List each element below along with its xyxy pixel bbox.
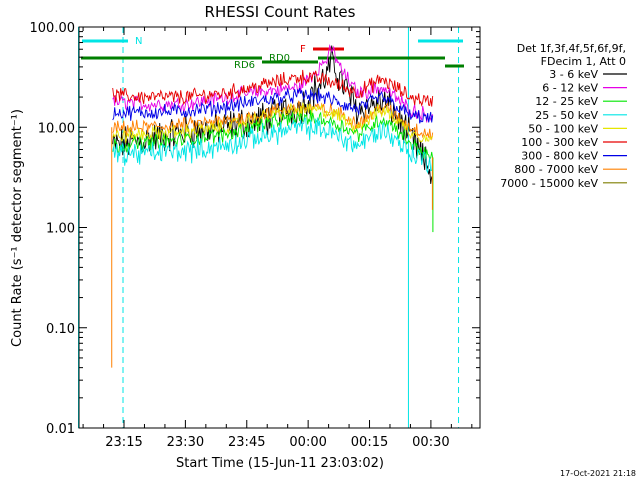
y-tick-label: 10.00 xyxy=(38,121,75,136)
series-line-50-100-kev xyxy=(112,102,434,143)
legend-entry-label: 50 - 100 keV xyxy=(528,122,598,135)
series-line-800-7000-kev xyxy=(112,100,434,141)
legend-entry-label: 800 - 7000 keV xyxy=(514,163,598,176)
legend-header-line: Det 1f,3f,4f,5f,6f,9f, xyxy=(517,42,626,55)
x-tick-label: 00:15 xyxy=(351,435,388,450)
x-tick-label: 23:45 xyxy=(228,435,265,450)
legend: Det 1f,3f,4f,5f,6f,9f,FDecim 1, Att 03 -… xyxy=(500,42,627,190)
x-tick-label: 00:30 xyxy=(412,435,449,450)
y-axis-label: Count Rate (s⁻¹ detector segment⁻¹) xyxy=(10,109,25,347)
series-layer xyxy=(111,43,434,368)
x-axis-label: Start Time (15-Jun-11 23:03:02) xyxy=(176,456,384,471)
tick-layer: 0.01 0.10 1.00 10.00 100.00 23:15 23:30 23:45 00… xyxy=(30,21,480,450)
night-label: N xyxy=(135,36,142,47)
series-line-300-800-kev xyxy=(112,87,434,124)
y-tick-label: 1.00 xyxy=(46,222,75,237)
legend-entry-label: 12 - 25 keV xyxy=(535,95,598,108)
x-tick-label: 23:15 xyxy=(105,435,142,450)
x-tick-label: 00:00 xyxy=(289,435,326,450)
series-line-25-50-kev xyxy=(112,117,434,174)
legend-entry-label: 100 - 300 keV xyxy=(521,136,598,149)
legend-entry-label: 300 - 800 keV xyxy=(521,150,598,163)
x-tick-label: 23:30 xyxy=(167,435,204,450)
legend-header-line: FDecim 1, Att 0 xyxy=(541,55,626,68)
y-tick-label: 0.01 xyxy=(46,422,75,437)
y-tick-label: 0.10 xyxy=(46,322,75,337)
legend-entry-label: 7000 - 15000 keV xyxy=(500,177,598,190)
legend-entry-label: 25 - 50 keV xyxy=(535,109,598,122)
legend-entry-label: 6 - 12 keV xyxy=(542,82,598,95)
flare-label: F xyxy=(300,44,306,55)
series-line-100-300-kev xyxy=(112,69,434,107)
decimation-label-rd0: RD0 xyxy=(269,53,290,64)
y-tick-label: 100.00 xyxy=(30,21,76,36)
series-line-6-12-kev xyxy=(112,43,434,123)
footer-date: 17-Oct-2021 21:18 xyxy=(560,469,636,478)
annotation-layer: N RD0 RD6 F xyxy=(78,27,464,428)
decimation-label-rd6: RD6 xyxy=(234,60,255,71)
chart-title: RHESSI Count Rates xyxy=(205,3,356,21)
legend-entry-label: 3 - 6 keV xyxy=(549,68,598,81)
